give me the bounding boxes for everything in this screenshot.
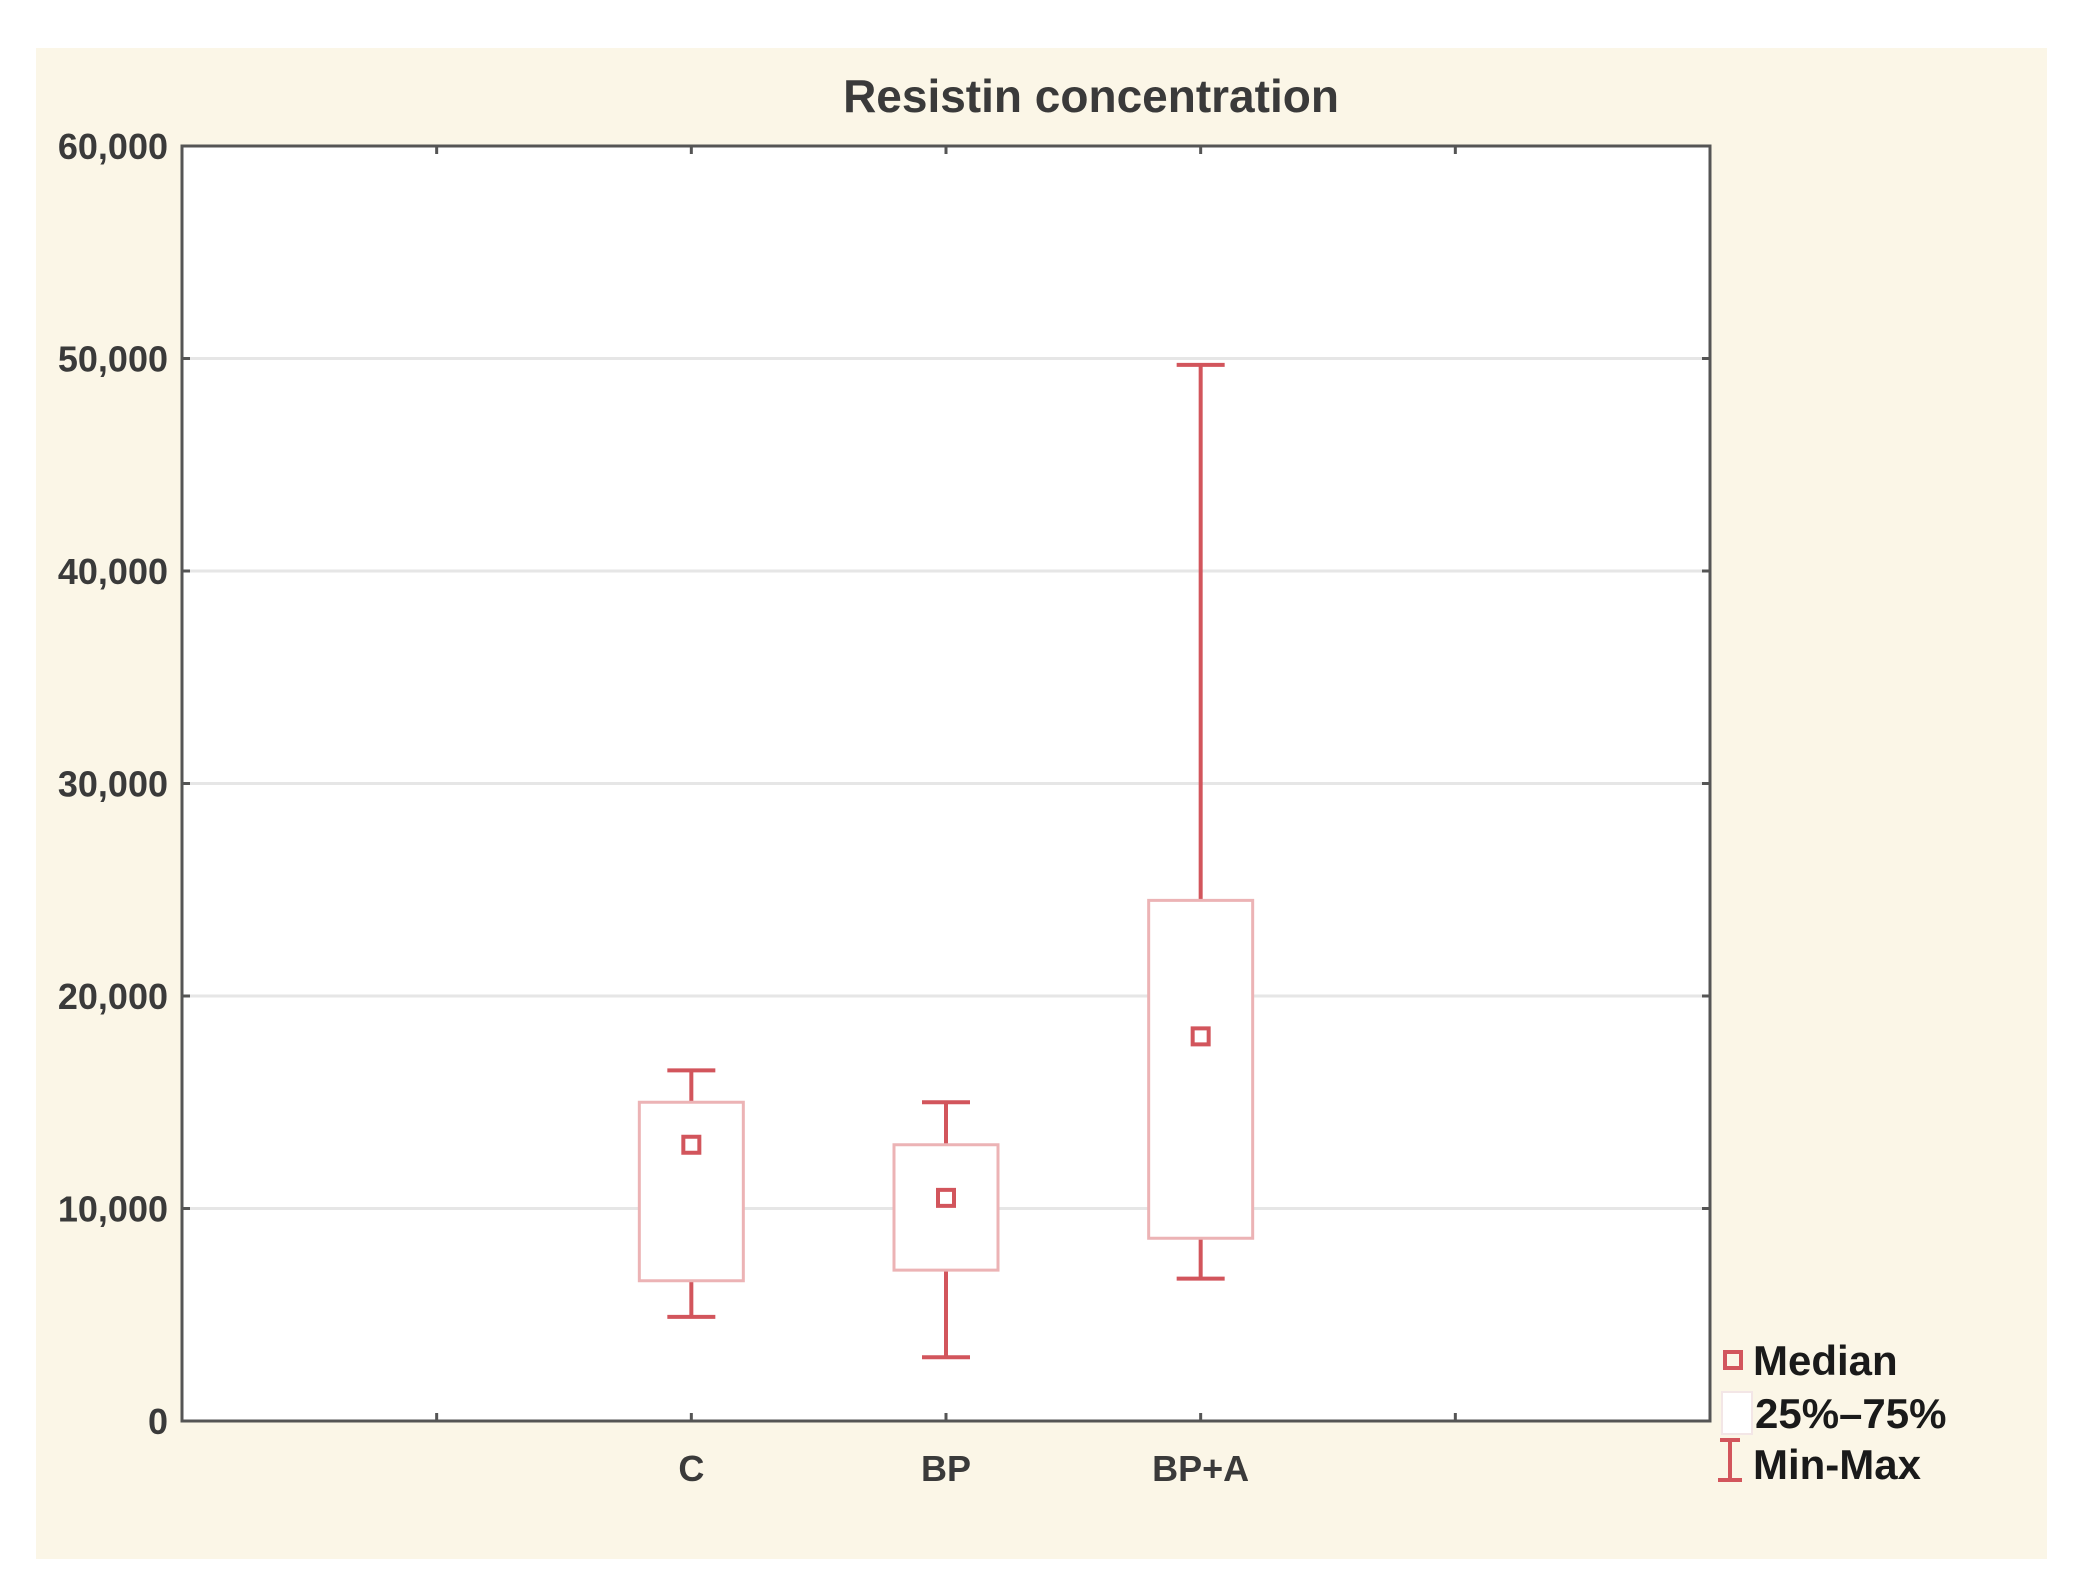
legend-median-label: Median bbox=[1753, 1337, 1898, 1384]
legend-minmax-label: Min-Max bbox=[1753, 1441, 1922, 1488]
median-marker bbox=[681, 1134, 702, 1155]
box-group bbox=[637, 1068, 745, 1319]
y-tick-label: 0 bbox=[148, 1401, 168, 1442]
x-category-label: BP+A bbox=[1152, 1448, 1249, 1489]
legend: Median 25%–75% Min-Max bbox=[1718, 1337, 1946, 1488]
y-tick-label: 50,000 bbox=[58, 339, 168, 380]
box-plot-chart: Resistin concentration 0 10,000 20,000 30,0… bbox=[58, 70, 1947, 1489]
iqr-box bbox=[637, 1100, 745, 1283]
chart-title: Resistin concentration bbox=[843, 70, 1339, 122]
x-category-label: C bbox=[678, 1448, 704, 1489]
x-category-label: BP bbox=[921, 1448, 971, 1489]
box-group bbox=[1147, 362, 1255, 1281]
legend-median-marker bbox=[1723, 1350, 1743, 1370]
iqr-box bbox=[1147, 898, 1255, 1240]
legend-box-label: 25%–75% bbox=[1755, 1390, 1946, 1437]
y-axis-tick-labels: 0 10,000 20,000 30,000 40,000 50,000 60,000 bbox=[58, 126, 168, 1442]
box-group bbox=[892, 1100, 1000, 1360]
legend-box-swatch bbox=[1721, 1391, 1753, 1435]
y-tick-label: 30,000 bbox=[58, 764, 168, 805]
y-tick-label: 60,000 bbox=[58, 126, 168, 167]
median-marker bbox=[936, 1187, 956, 1208]
boxes bbox=[637, 362, 1255, 1360]
y-tick-label: 40,000 bbox=[58, 551, 168, 592]
legend-whisker-marker bbox=[1718, 1438, 1742, 1482]
median-marker bbox=[1190, 1026, 1211, 1047]
grid-lines bbox=[182, 357, 1710, 1210]
x-axis-category-labels: C BP BP+A bbox=[678, 1448, 1249, 1489]
axis-ticks bbox=[182, 144, 1710, 1423]
figure: Resistin concentration 0 10,000 20,000 30,0… bbox=[36, 48, 2047, 1559]
y-tick-label: 20,000 bbox=[58, 976, 168, 1017]
y-tick-label: 10,000 bbox=[58, 1189, 168, 1230]
